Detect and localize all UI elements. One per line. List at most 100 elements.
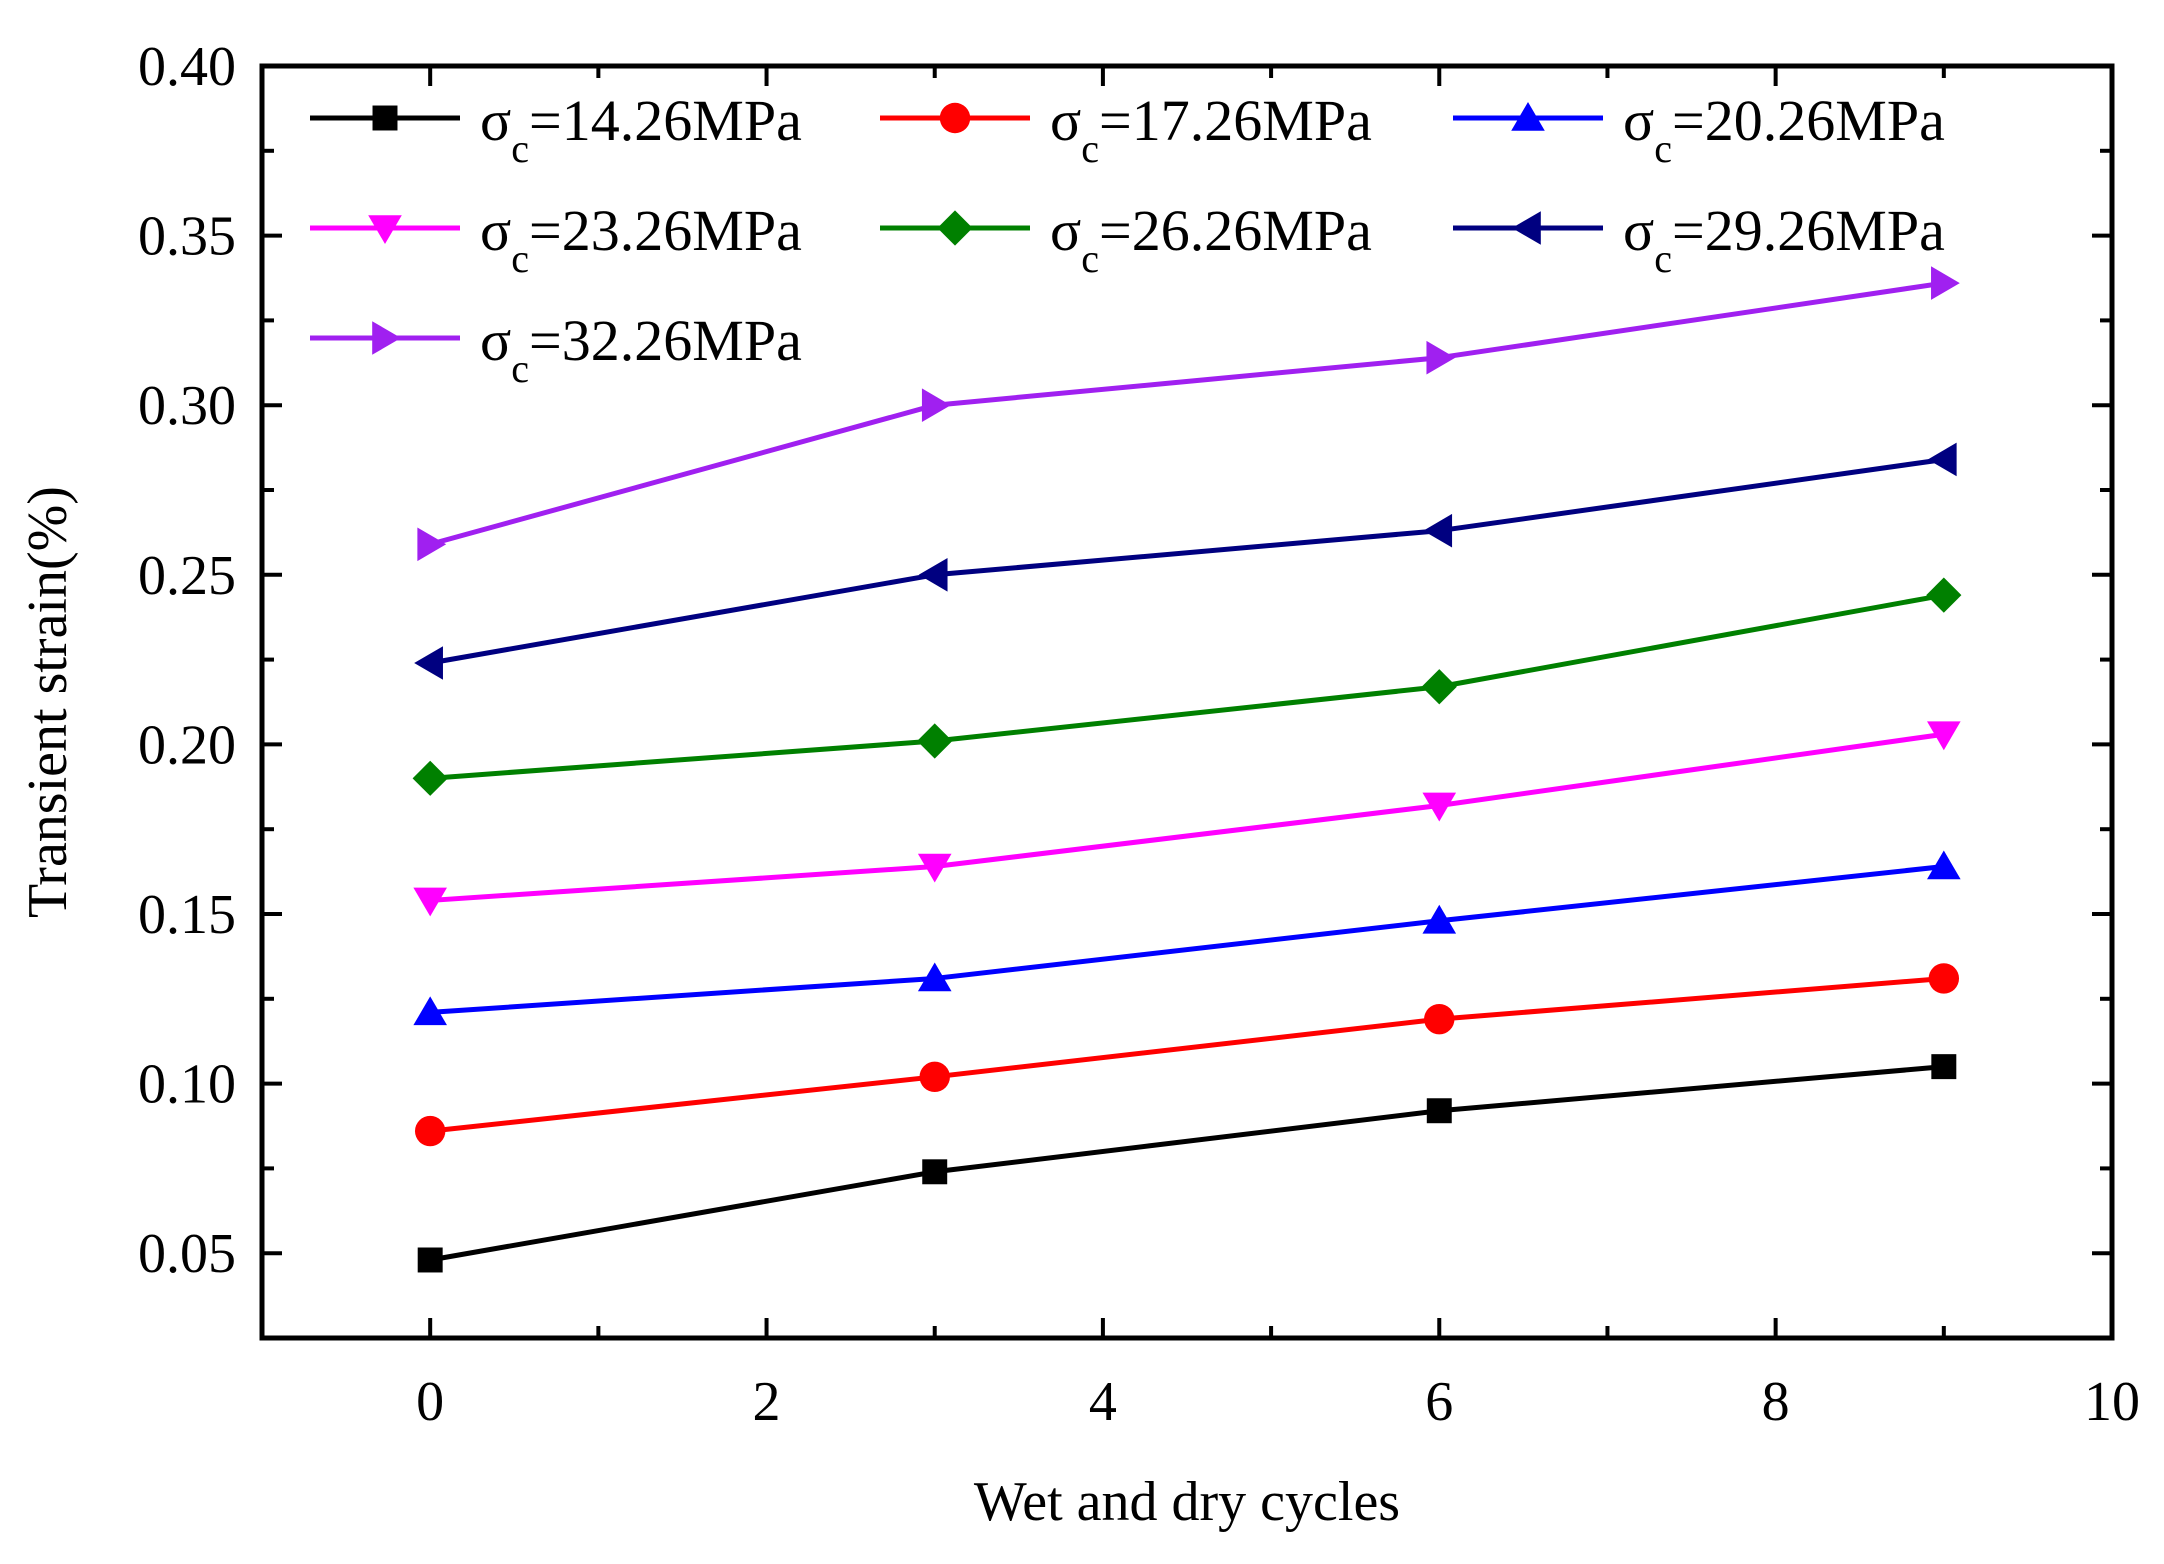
legend-item: σc=20.26MPa — [1453, 88, 1945, 171]
x-tick-label: 8 — [1762, 1371, 1790, 1433]
data-point — [1424, 1003, 1455, 1035]
legend-item: σc=32.26MPa — [310, 308, 802, 391]
y-tick-label: 0.20 — [138, 714, 236, 776]
plot-frame — [259, 63, 2115, 1341]
legend-label-symbol: σ — [1623, 88, 1654, 153]
series-6 — [414, 442, 1957, 680]
x-axis-title: Wet and dry cycles — [974, 1471, 1400, 1533]
legend-marker — [368, 215, 402, 244]
legend-label: σc=32.26MPa — [480, 308, 802, 391]
legend-label: σc=17.26MPa — [1050, 88, 1372, 171]
series-line — [429, 280, 1945, 547]
y-tick-label: 0.40 — [138, 36, 236, 98]
data-point — [922, 1159, 948, 1185]
data-point — [1422, 904, 1457, 934]
legend-label-value: =14.26MPa — [529, 88, 802, 153]
y-tick-label: 0.35 — [138, 206, 236, 268]
series-3 — [413, 850, 1961, 1026]
data-point — [414, 646, 443, 680]
legend-label-value: =26.26MPa — [1099, 198, 1372, 263]
legend-label-symbol: σ — [1050, 88, 1081, 153]
y-tick-label: 0.05 — [138, 1223, 236, 1285]
legend-marker — [372, 105, 398, 131]
y-tick-label: 0.10 — [138, 1054, 236, 1116]
data-point — [1928, 963, 1960, 994]
legend-label: σc=20.26MPa — [1623, 88, 1945, 171]
legend-label-subscript: c — [511, 126, 529, 171]
legend-marker — [939, 102, 971, 134]
series-line — [429, 975, 1945, 1134]
data-point — [918, 558, 948, 592]
legend-label-subscript: c — [511, 346, 529, 391]
data-point — [1931, 266, 1960, 300]
data-point — [919, 1061, 950, 1093]
legend-marker — [372, 321, 401, 355]
series-7 — [417, 266, 1960, 562]
legend-label-value: =17.26MPa — [1099, 88, 1372, 153]
legend-item: σc=17.26MPa — [880, 88, 1372, 171]
axes-layer: 0 2 4 6 8 10 0.05 0.10 0.15 0.20 0.25 0.30 0.35 0.40 — [138, 36, 2140, 1433]
data-point — [1927, 850, 1961, 880]
legend-label-subscript: c — [1081, 126, 1099, 171]
data-point — [413, 996, 447, 1026]
series-line — [430, 864, 1945, 1015]
series-line — [430, 731, 1945, 903]
legend-marker — [937, 210, 973, 246]
legend-label: σc=23.26MPa — [480, 198, 802, 281]
series-line — [429, 456, 1945, 666]
y-tick-label: 0.25 — [138, 545, 236, 607]
x-tick-label: 2 — [753, 1371, 781, 1433]
legend-label-subscript: c — [1654, 126, 1672, 171]
legend-label-symbol: σ — [1623, 198, 1654, 263]
legend-label: σc=26.26MPa — [1050, 198, 1372, 281]
y-tick-label: 0.30 — [138, 375, 236, 437]
series-4 — [413, 721, 1961, 917]
series-line — [429, 1064, 1945, 1263]
legend-label-symbol: σ — [1050, 198, 1081, 263]
legend-label-symbol: σ — [480, 198, 511, 263]
legend-label-value: =29.26MPa — [1672, 198, 1945, 263]
legend-label-value: =23.26MPa — [529, 198, 802, 263]
data-point — [917, 962, 952, 992]
plot-layer — [412, 266, 1962, 1273]
data-point — [1426, 1098, 1452, 1124]
data-point — [1423, 513, 1453, 548]
legend-item: σc=23.26MPa — [310, 198, 802, 281]
legend-item: σc=29.26MPa — [1453, 198, 1945, 281]
series-1 — [417, 1054, 1957, 1273]
legend-marker — [1511, 102, 1545, 131]
data-point — [1426, 340, 1456, 375]
series-5 — [412, 577, 1962, 796]
data-point — [917, 853, 952, 883]
data-point — [1927, 442, 1957, 477]
legend-label-subscript: c — [1081, 236, 1099, 281]
data-point — [1931, 1054, 1957, 1080]
legend: σc=14.26MPa σc=17.26MPa σc=20.26MPaσc=23.2… — [310, 88, 1945, 391]
data-point — [1926, 577, 1962, 613]
data-point — [414, 1115, 446, 1147]
data-point — [921, 388, 951, 422]
legend-marker — [1512, 211, 1541, 245]
legend-label-value: =32.26MPa — [529, 308, 802, 373]
legend-label: σc=29.26MPa — [1623, 198, 1945, 281]
data-point — [417, 1247, 443, 1273]
data-point — [917, 723, 953, 759]
data-point — [417, 527, 447, 562]
legend-label-symbol: σ — [480, 308, 511, 373]
x-tick-label: 6 — [1425, 1371, 1453, 1433]
data-point — [1927, 721, 1961, 751]
x-tick-label: 0 — [416, 1371, 444, 1433]
data-point — [1421, 669, 1457, 705]
legend-label-symbol: σ — [480, 88, 511, 153]
series-line — [429, 592, 1945, 781]
data-point — [413, 887, 447, 917]
x-tick-label: 10 — [2084, 1371, 2140, 1433]
y-axis-title: Transient strain(%) — [17, 486, 79, 918]
data-point — [1422, 792, 1457, 822]
y-tick-label: 0.15 — [138, 884, 236, 946]
x-tick-label: 4 — [1089, 1371, 1117, 1433]
series-2 — [414, 963, 1960, 1147]
